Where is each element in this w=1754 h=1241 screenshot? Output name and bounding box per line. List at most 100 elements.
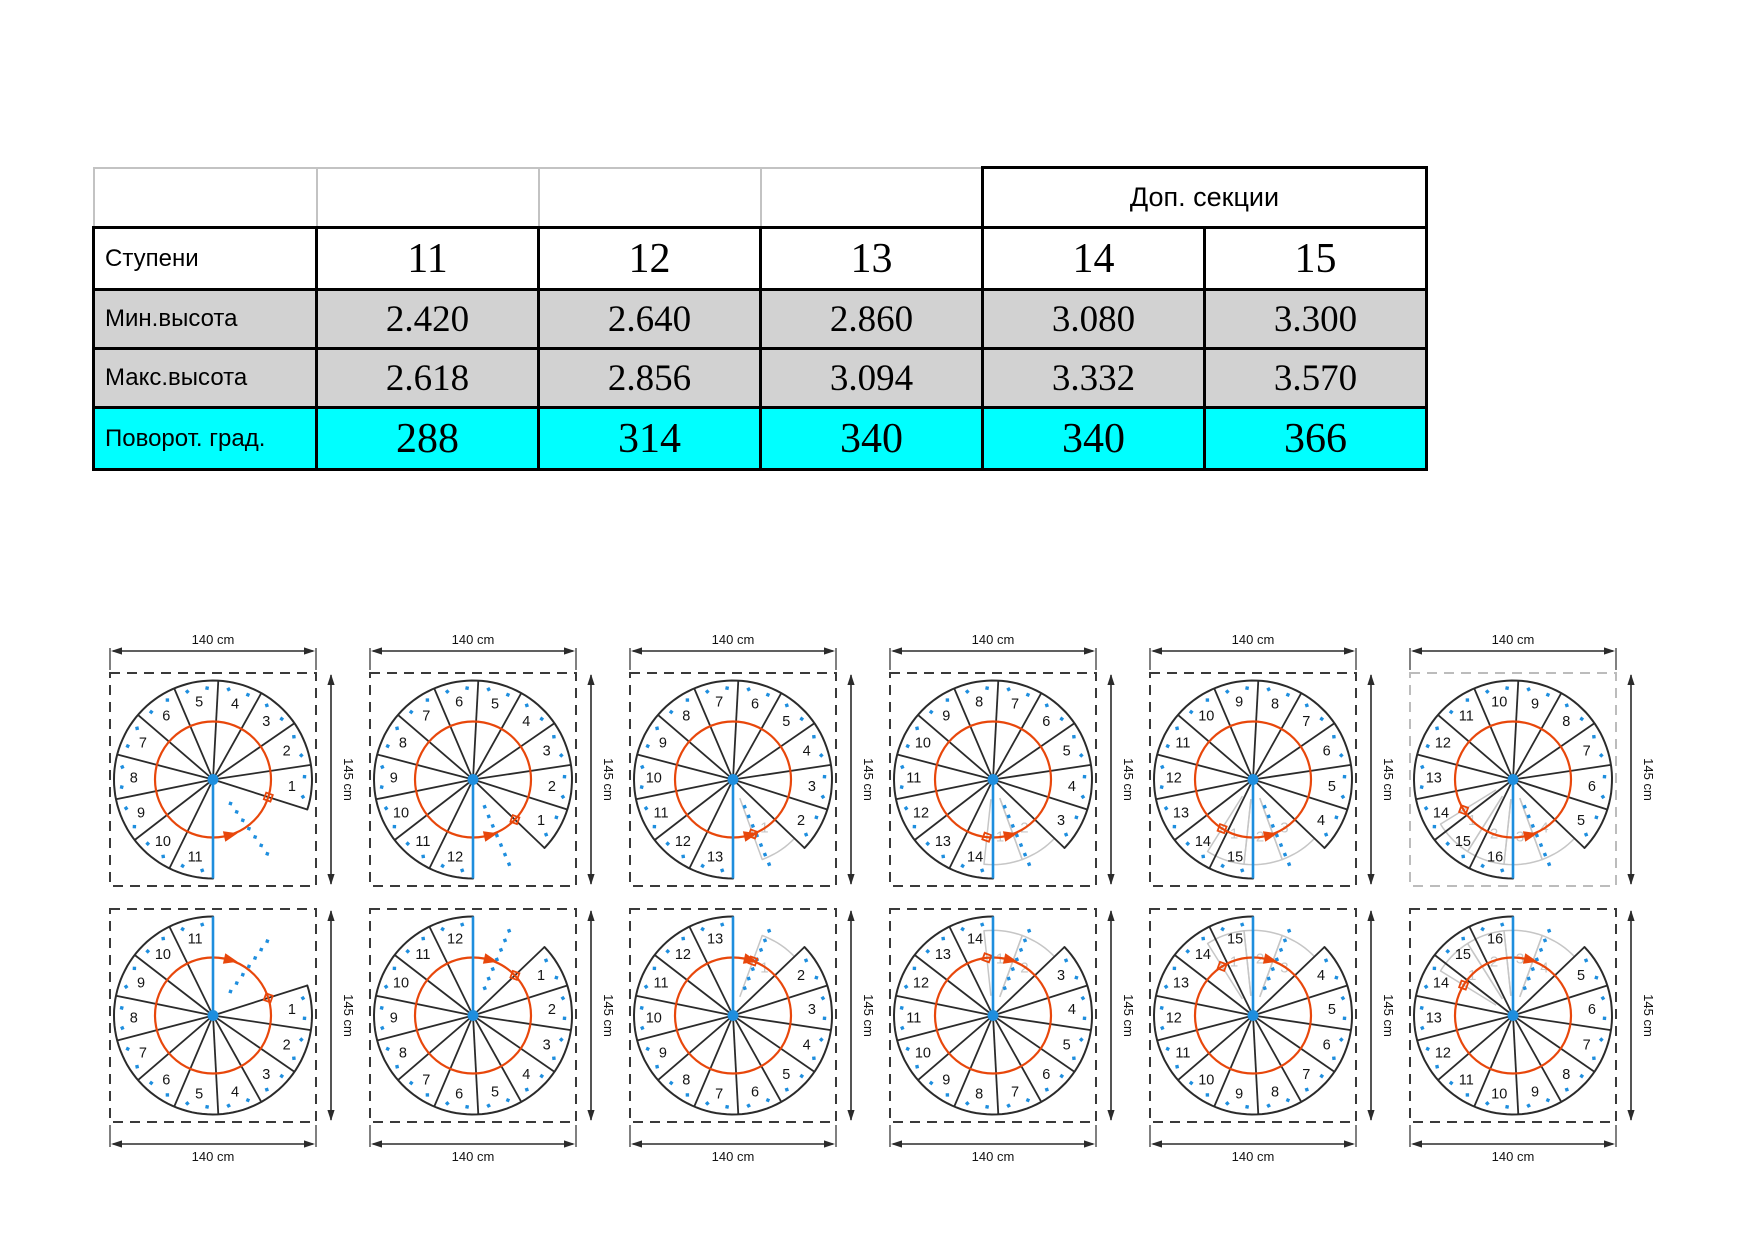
svg-text:10: 10 [646,770,662,786]
footprint-dashed-border [889,672,1097,887]
row-min-value-2: 2.860 [759,288,984,350]
dimension-annotations: 140 cm 145 cm [889,910,1136,1164]
svg-text:5: 5 [491,1085,499,1101]
svg-text:6: 6 [162,709,170,725]
svg-text:10: 10 [155,834,171,850]
row-rot-value-2: 340 [759,406,984,471]
svg-text:12: 12 [447,931,463,947]
center-pole-and-landing-line [727,774,739,879]
svg-text:3: 3 [262,1067,270,1083]
row-min-value-3: 3.080 [981,288,1206,350]
header-empty-cell-0 [92,166,318,229]
svg-text:1: 1 [288,1002,296,1018]
svg-text:14: 14 [1433,806,1449,822]
step-fan: 5 6 78 9 10 11 12 13 14 15 16 [1412,915,1614,1116]
svg-text:2: 2 [283,1038,291,1054]
svg-text:4: 4 [522,1067,530,1083]
diagram-row-1: 140 cm 145 cm 1 2 3 4 5 6 7 8 9 10 11 140 cm 145 cm 1 2 3… [100,627,1680,895]
dimension-annotations: 140 cm 145 cm [369,910,616,1164]
svg-text:8: 8 [682,1072,690,1088]
svg-text:11: 11 [188,931,203,947]
row-max-value-2: 3.094 [759,347,984,409]
header-extra-sections: Доп. секции [981,166,1428,229]
row-steps-label: Ступени [92,226,318,291]
svg-text:8: 8 [682,709,690,725]
svg-text:6: 6 [455,695,463,711]
svg-text:145 cm: 145 cm [1641,758,1656,801]
footprint-dashed-border [369,672,577,887]
svg-text:8: 8 [975,695,983,711]
tread-marker-dots [379,922,567,1109]
dimension-annotations: 140 cm 145 cm [109,910,356,1164]
row-rot: Поворот. град. 288 314 340 340 366 [92,406,1428,471]
dimension-annotations: 140 cm 145 cm [1149,632,1396,885]
svg-text:7: 7 [1011,1085,1019,1101]
tread-marker-dots [899,922,1087,1109]
svg-text:145 cm: 145 cm [1641,994,1656,1037]
footprint-dashed-border [369,908,577,1123]
svg-text:4: 4 [803,1038,811,1054]
svg-text:10: 10 [393,806,409,822]
svg-text:2: 2 [797,813,805,829]
svg-text:5: 5 [491,696,499,712]
center-pole-and-landing-line [467,916,479,1021]
tread-marker-dots [379,686,567,873]
svg-text:9: 9 [942,709,950,725]
svg-text:1: 1 [288,779,296,795]
tread-marker-dots [1419,922,1607,1109]
row-max-value-0: 2.618 [315,347,540,409]
svg-text:7: 7 [422,709,430,725]
svg-text:7: 7 [1011,696,1019,712]
tread-marker-dots [119,686,307,873]
svg-text:2: 2 [548,1002,556,1018]
svg-text:4: 4 [231,696,239,712]
svg-text:13: 13 [1426,770,1442,786]
step-fan: 3 4 56 7 8 9 10 11 12 13 14 [892,679,1094,880]
svg-text:3: 3 [262,714,270,730]
footprint-dashed-border [629,908,837,1123]
svg-text:5: 5 [195,695,203,711]
svg-text:140 cm: 140 cm [1232,1149,1275,1164]
svg-text:13: 13 [1173,806,1189,822]
svg-text:13: 13 [707,850,723,866]
svg-text:13: 13 [707,931,723,947]
svg-text:9: 9 [659,736,667,752]
svg-text:11: 11 [653,806,668,822]
row-min-value-0: 2.420 [315,288,540,350]
svg-text:8: 8 [1271,1085,1279,1101]
svg-text:10: 10 [1198,1072,1214,1088]
svg-text:15: 15 [1227,931,1243,947]
svg-text:8: 8 [130,770,138,786]
footprint-dashed-border [109,908,317,1123]
svg-text:1: 1 [996,951,1004,968]
svg-text:10: 10 [1198,709,1214,725]
svg-text:12: 12 [913,806,929,822]
svg-text:11: 11 [415,947,430,963]
svg-text:10: 10 [393,976,409,992]
svg-text:2: 2 [283,743,291,759]
svg-text:11: 11 [906,770,921,786]
svg-text:8: 8 [399,736,407,752]
row-rot-value-1: 314 [537,406,762,471]
svg-text:145 cm: 145 cm [1381,758,1396,801]
footprint-dashed-border [889,908,1097,1123]
svg-text:7: 7 [422,1072,430,1088]
center-pole-and-landing-line [727,916,739,1021]
svg-text:4: 4 [231,1085,239,1101]
svg-text:14: 14 [1195,834,1211,850]
svg-text:12: 12 [1435,736,1451,752]
svg-text:3: 3 [1057,968,1065,984]
footprint-dashed-border [1409,672,1617,887]
svg-text:3: 3 [543,743,551,759]
svg-text:2: 2 [1256,951,1264,968]
row-max-value-4: 3.570 [1203,347,1428,409]
svg-text:145 cm: 145 cm [1121,994,1136,1037]
tread-marker-dots [1159,922,1347,1109]
svg-text:12: 12 [675,834,691,850]
svg-text:12: 12 [447,850,463,866]
svg-text:11: 11 [1175,1045,1190,1061]
svg-text:140 cm: 140 cm [452,1149,495,1164]
